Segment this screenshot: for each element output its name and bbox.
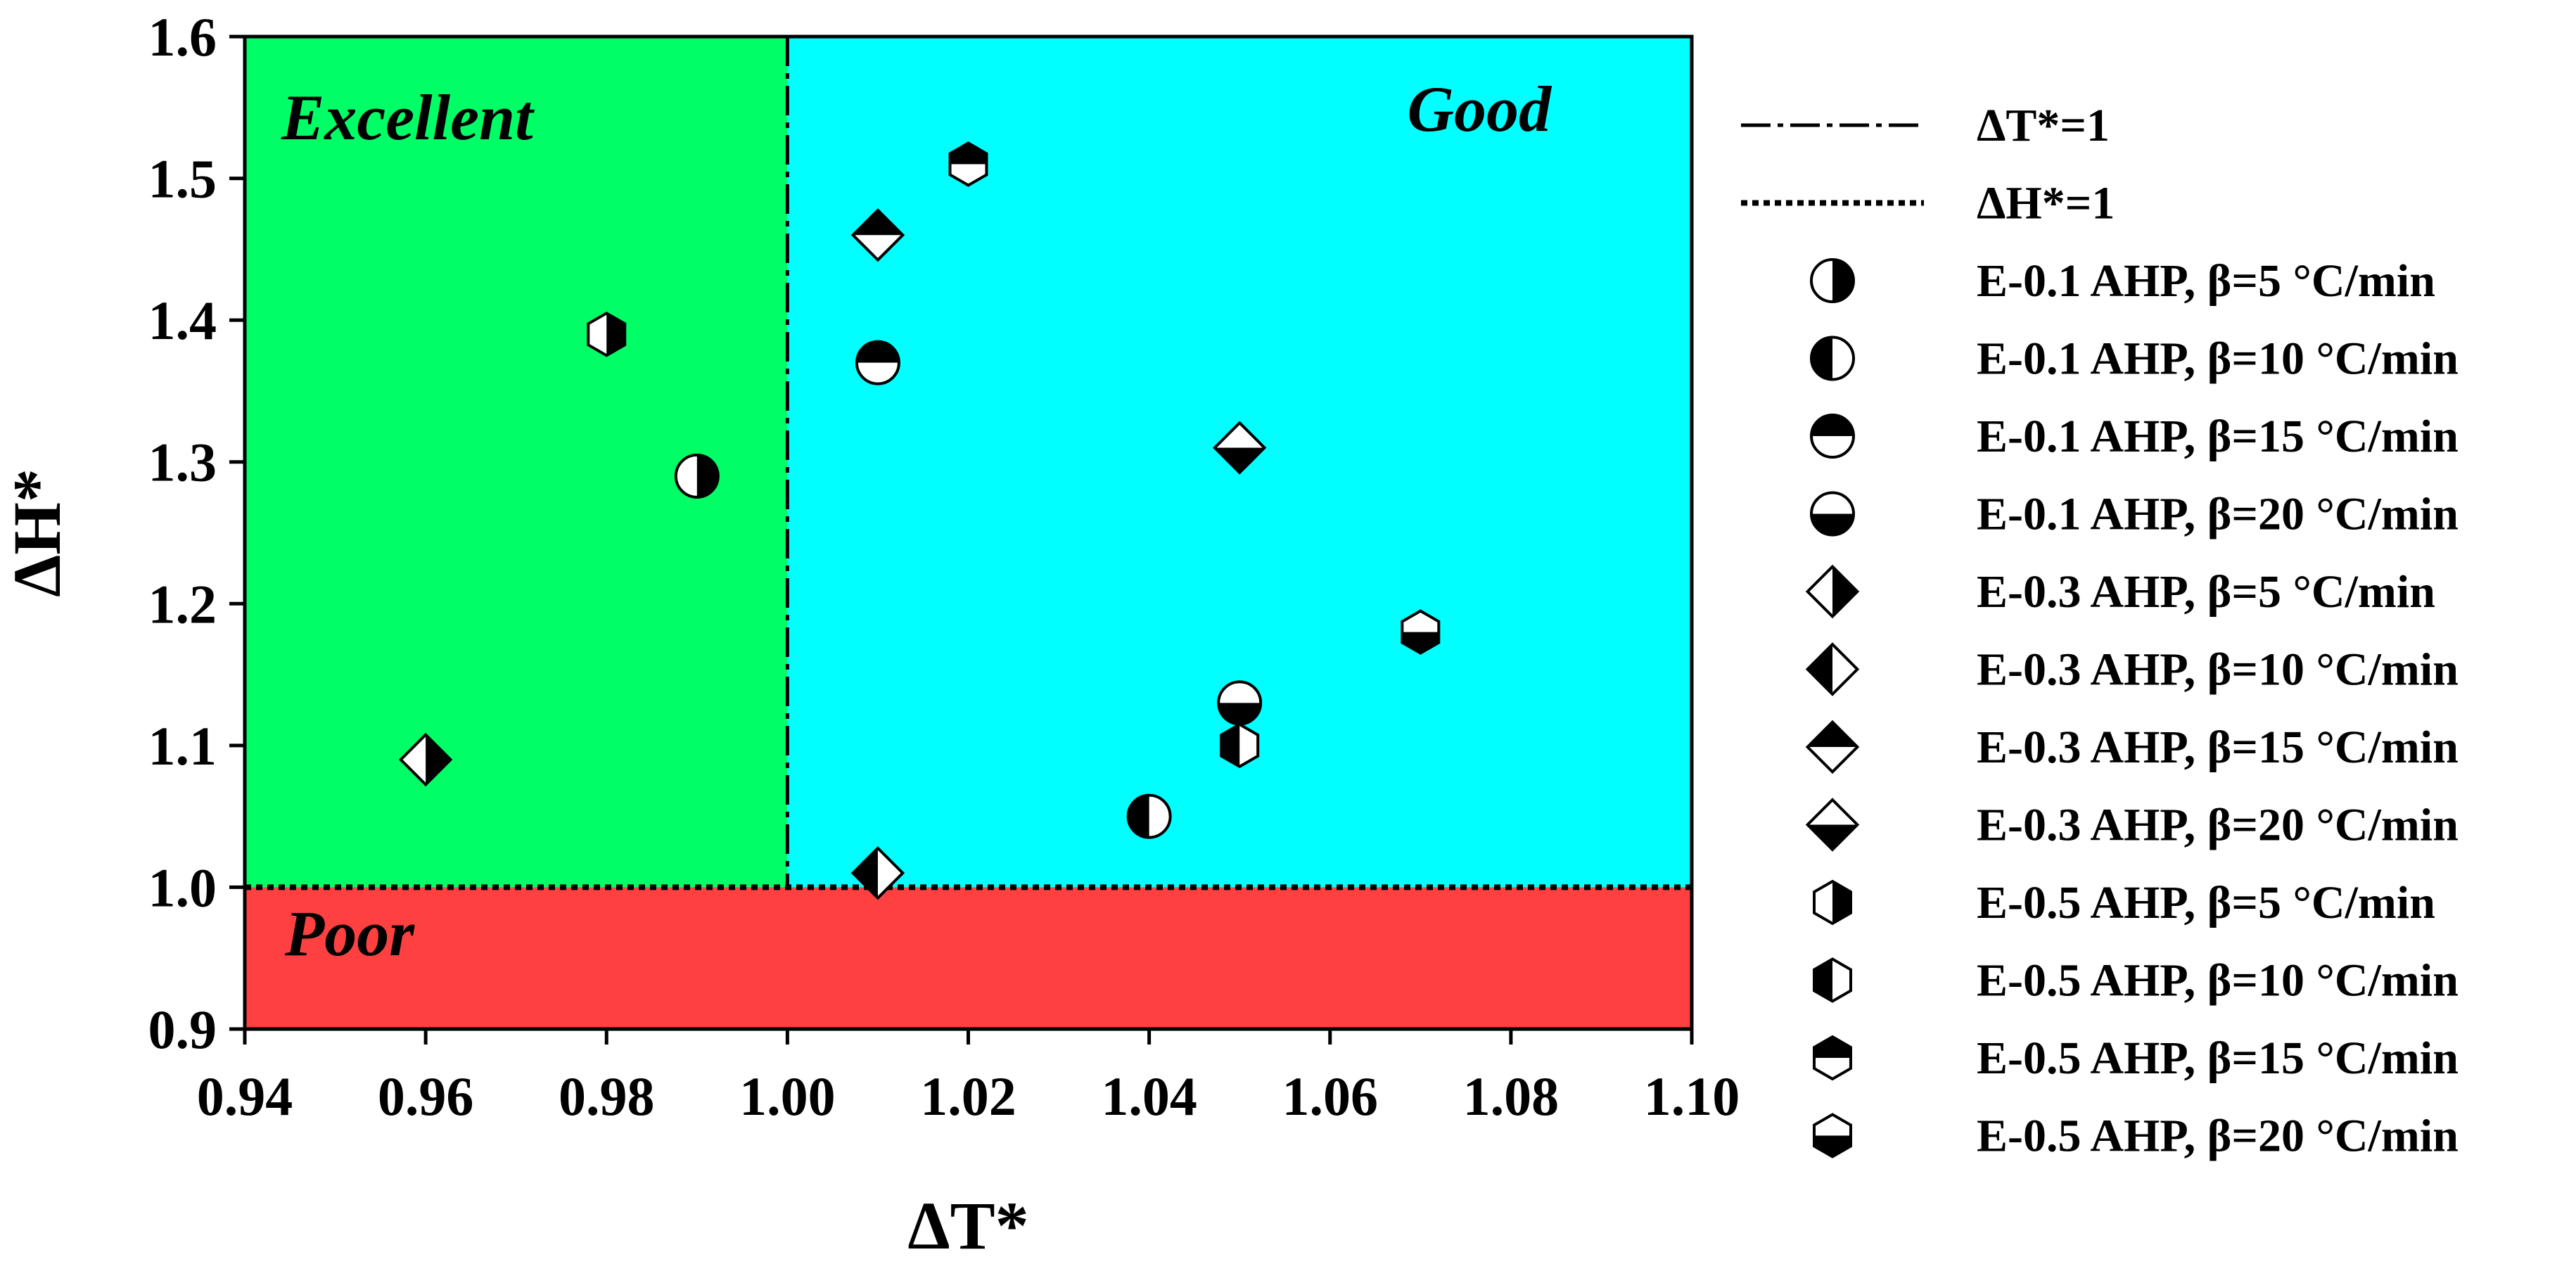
y-tick-label: 1.1 — [148, 715, 217, 777]
legend-label: ΔH*=1 — [1977, 178, 2115, 229]
region-labels: Excellent Good Poor — [281, 73, 1552, 969]
legend-marker-hexagon-bottom — [1813, 1113, 1852, 1158]
legend-marker-hexagon-top — [1813, 1035, 1852, 1081]
legend-marker-diamond-left — [1805, 642, 1860, 696]
data-point-circle-right — [674, 453, 720, 499]
y-tick-label: 1.2 — [148, 573, 217, 634]
region-poor — [245, 887, 1692, 1029]
data-point-circle-bottom — [1217, 680, 1263, 726]
legend-label: E-0.3 AHP, β=20 °C/min — [1977, 800, 2459, 851]
y-tick-label: 1.4 — [148, 290, 217, 351]
legend-label: E-0.1 AHP, β=5 °C/min — [1977, 255, 2435, 307]
legend-label: E-0.1 AHP, β=20 °C/min — [1977, 489, 2459, 540]
y-tick-label: 1.6 — [148, 6, 217, 68]
data-point-hexagon-bottom — [1401, 609, 1441, 655]
x-tick-label: 1.02 — [920, 1066, 1016, 1127]
legend-label: ΔT*=1 — [1977, 100, 2110, 151]
x-tick-label: 1.10 — [1644, 1066, 1740, 1127]
legend-marker-circle-right — [1809, 258, 1856, 303]
legend-label: E-0.3 AHP, β=15 °C/min — [1977, 722, 2459, 773]
reference-lines — [245, 37, 1692, 890]
region-label-good: Good — [1408, 73, 1552, 145]
x-tick-label: 1.08 — [1463, 1066, 1560, 1127]
region-label-poor: Poor — [284, 898, 415, 969]
legend-marker-circle-bottom — [1809, 491, 1856, 537]
legend-marker-circle-left — [1809, 336, 1856, 381]
legend-label: E-0.3 AHP, β=10 °C/min — [1977, 644, 2459, 696]
x-tick-label: 0.96 — [378, 1066, 474, 1127]
x-tick-label: 1.00 — [739, 1066, 836, 1127]
axis-ticks: 0.94 0.96 0.98 1.00 1.02 1.04 1.06 1.08 1.10 0.9 1… — [148, 6, 1740, 1127]
x-tick-label: 0.98 — [559, 1066, 655, 1127]
y-tick-label: 1.0 — [148, 857, 217, 918]
legend-marker-diamond-bottom — [1805, 798, 1860, 852]
x-tick-label: 0.94 — [197, 1066, 293, 1127]
legend-label: E-0.1 AHP, β=10 °C/min — [1977, 333, 2459, 385]
legend-label: E-0.5 AHP, β=5 °C/min — [1977, 877, 2435, 928]
legend-marker-diamond-right — [1805, 564, 1860, 619]
x-tick-label: 1.04 — [1101, 1066, 1197, 1127]
legend: ΔT*=1 ΔH*=1 E-0.1 AHP, β=5 °C/min E-0.1 AHP… — [1741, 100, 2459, 1162]
legend-marker-hexagon-right — [1813, 879, 1852, 926]
x-tick-label: 1.06 — [1282, 1066, 1379, 1127]
y-tick-label: 0.9 — [148, 999, 217, 1060]
y-tick-label: 1.3 — [148, 432, 217, 493]
region-label-excellent: Excellent — [281, 82, 535, 153]
legend-label: E-0.5 AHP, β=20 °C/min — [1977, 1111, 2459, 1162]
x-axis-title: ΔT* — [907, 1188, 1028, 1263]
data-point-circle-top — [855, 340, 900, 385]
legend-marker-hexagon-left — [1813, 957, 1852, 1003]
legend-label: E-0.1 AHP, β=15 °C/min — [1977, 411, 2459, 462]
y-axis-title: ΔH* — [0, 468, 75, 597]
legend-marker-diamond-top — [1805, 720, 1860, 774]
legend-label: E-0.5 AHP, β=15 °C/min — [1977, 1033, 2459, 1084]
data-point-circle-left — [1126, 793, 1172, 839]
legend-label: E-0.5 AHP, β=10 °C/min — [1977, 955, 2459, 1007]
y-tick-label: 1.5 — [148, 148, 217, 210]
legend-marker-circle-top — [1809, 414, 1856, 459]
legend-label: E-0.3 AHP, β=5 °C/min — [1977, 566, 2435, 618]
